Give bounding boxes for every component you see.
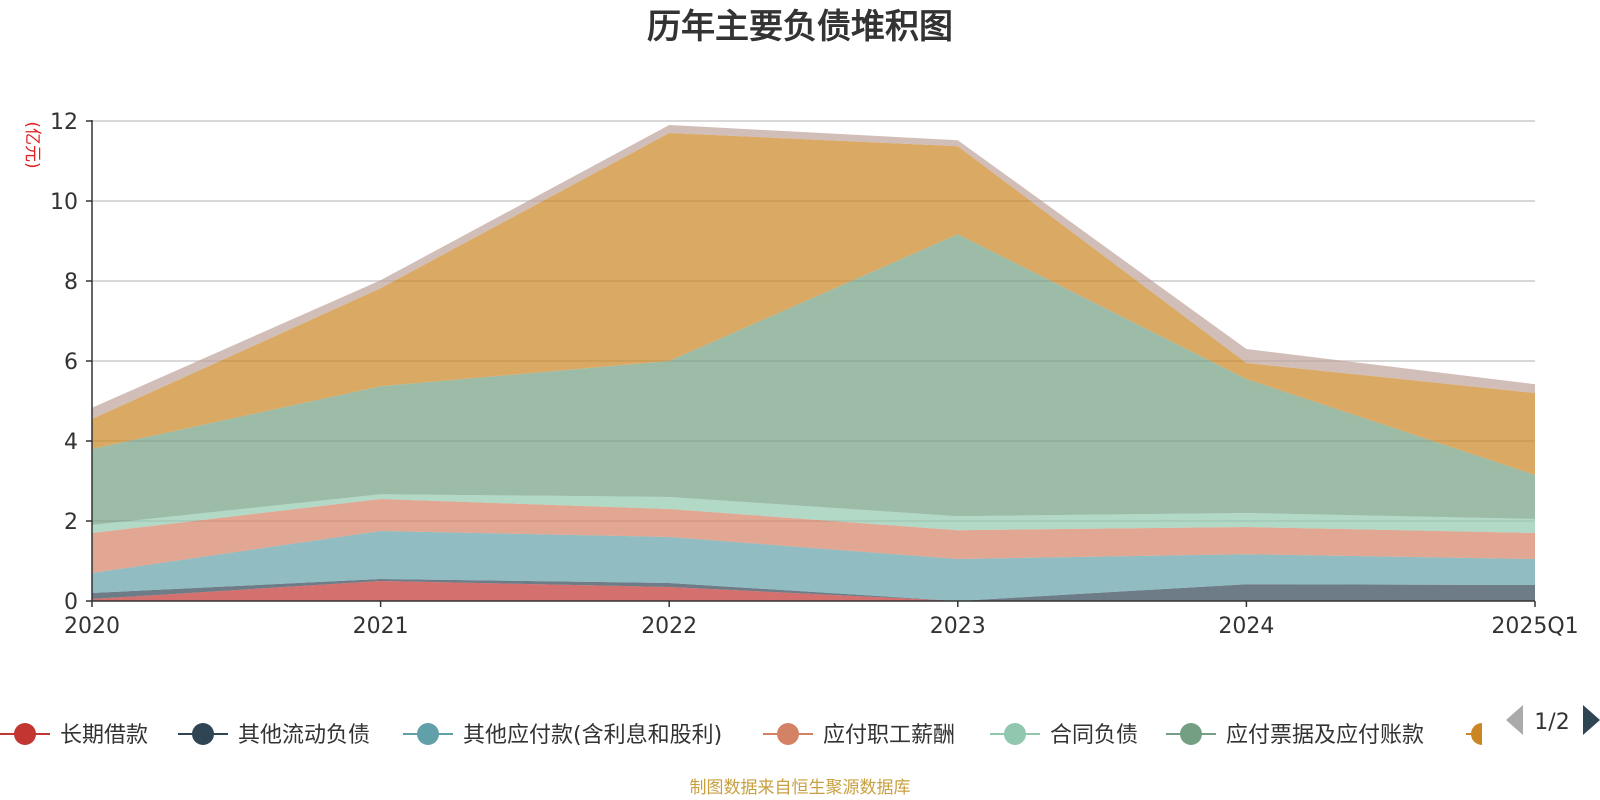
area-series-3 [92,499,1535,573]
legend-item-4[interactable]: 合同负债 [990,723,1138,748]
x-tick-label: 2020 [64,614,120,639]
legend-marker-icon [192,723,214,745]
legend-pager: 1/2 [1506,705,1600,735]
data-source-note: 制图数据来自恒生聚源数据库 [690,778,911,798]
legend-prev-page-icon[interactable] [1506,705,1523,735]
legend-marker-icon [417,723,439,745]
legend-label: 长期借款 [60,723,148,748]
y-axis-unit-label: (亿元) [22,121,42,168]
legend-item-3[interactable]: 应付职工薪酬 [763,723,955,748]
y-tick-label: 12 [50,110,78,135]
legend-item-partial[interactable] [1466,723,1482,745]
legend-marker-icon [1471,723,1482,745]
legend-marker-icon [1180,723,1202,745]
legend-label: 应付职工薪酬 [823,723,955,748]
x-tick-label: 2023 [930,614,986,639]
y-tick-label: 4 [64,430,78,455]
legend-label: 合同负债 [1050,723,1138,748]
x-tick-label: 2024 [1218,614,1274,639]
legend-label: 应付票据及应付账款 [1226,723,1424,748]
legend-next-page-icon[interactable] [1583,705,1600,735]
area-series-6 [92,133,1535,475]
x-tick-label: 2025Q1 [1491,614,1578,639]
area-series-0 [92,581,1535,601]
legend-item-5[interactable]: 应付票据及应付账款 [1166,723,1424,748]
chart-title: 历年主要负债堆积图 [647,7,953,47]
legend-marker-icon [14,723,36,745]
area-series-group [92,125,1535,601]
area-series-1 [92,579,1535,601]
axes: 0 2 4 6 8 10 12 2020 2021 2022 2023 2024 2025Q1 [50,110,1579,639]
legend-page-indicator: 1/2 [1534,710,1569,735]
area-series-2 [92,531,1535,601]
legend-item-1[interactable]: 其他流动负债 [178,723,370,748]
y-tick-label: 6 [64,350,78,375]
y-tick-label: 0 [64,590,78,615]
y-tick-label: 8 [64,270,78,295]
legend-marker-icon [777,723,799,745]
area-series-5 [92,234,1535,525]
x-tick-label: 2021 [353,614,409,639]
legend-marker-icon [1004,723,1026,745]
y-tick-label: 2 [64,510,78,535]
legend-label: 其他流动负债 [238,723,370,748]
legend: 长期借款 其他流动负债 其他应付款(含利息和股利) 应付职工薪酬 合同负债 应付票据及应付… [0,723,1482,748]
area-series-4 [92,494,1535,533]
legend-item-0[interactable]: 长期借款 [0,723,148,748]
x-tick-label: 2022 [641,614,697,639]
legend-item-2[interactable]: 其他应付款(含利息和股利) [403,723,722,748]
y-tick-label: 10 [50,190,78,215]
legend-label: 其他应付款(含利息和股利) [463,723,722,748]
